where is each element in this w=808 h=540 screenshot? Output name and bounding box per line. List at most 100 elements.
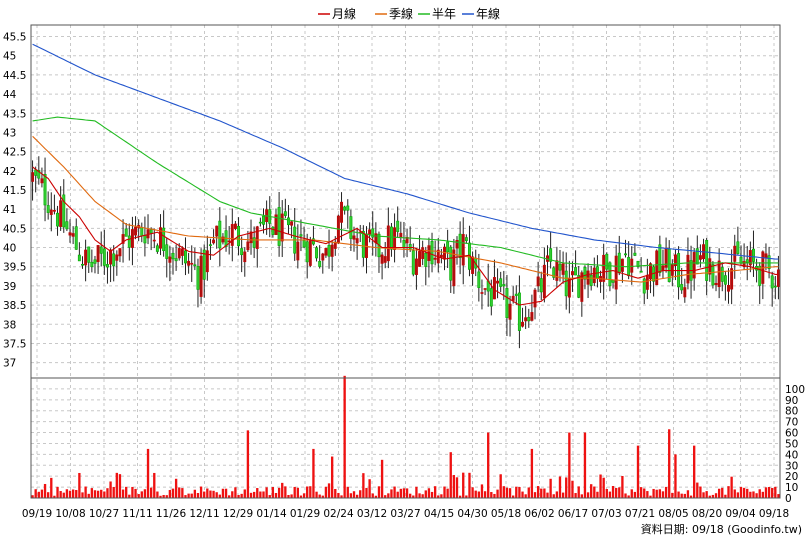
- source-label: 資料日期: 09/18 (Goodinfo.tw): [641, 522, 802, 536]
- candle-body: [411, 250, 415, 275]
- candle-body: [611, 279, 615, 283]
- volume-bar: [565, 477, 568, 498]
- candle-body: [230, 224, 234, 246]
- x-tick-label: 01/14: [256, 508, 287, 520]
- legend-label: 季線: [389, 6, 413, 21]
- candle-body: [205, 250, 209, 273]
- price-tick-label: 43.5: [3, 108, 26, 120]
- candle-body: [109, 249, 113, 265]
- candle-body: [502, 284, 506, 287]
- volume-bar: [462, 472, 465, 498]
- volume-bar: [59, 491, 62, 498]
- candle-body: [521, 321, 525, 327]
- price-tick-label: 39.5: [3, 262, 26, 274]
- volume-bar: [752, 491, 755, 498]
- candle-body: [218, 220, 222, 249]
- candle-body: [149, 229, 153, 234]
- volume-bar: [614, 487, 618, 498]
- candle-body: [489, 288, 493, 307]
- candle-body: [602, 254, 606, 282]
- x-tick-label: 10/08: [55, 508, 85, 520]
- candle-body: [227, 240, 231, 243]
- volume-bar: [593, 486, 596, 498]
- candle-body: [243, 251, 247, 263]
- volume-tick-label: 0: [785, 493, 792, 505]
- volume-bar: [424, 490, 427, 498]
- candle-body: [461, 234, 465, 266]
- volume-bar: [131, 486, 134, 498]
- volume-bar: [693, 445, 696, 498]
- candle-body: [673, 254, 677, 267]
- volume-bar: [530, 448, 534, 498]
- candle-body: [246, 241, 250, 251]
- candle-body: [121, 234, 125, 244]
- x-tick-label: 11/11: [122, 508, 152, 520]
- x-tick-label: 07/03: [591, 508, 621, 520]
- volume-bar: [340, 495, 343, 498]
- candle-body: [408, 244, 412, 250]
- candle-body: [683, 287, 687, 298]
- volume-bar: [203, 491, 206, 498]
- volume-bar: [702, 492, 705, 498]
- volume-bar: [412, 495, 415, 498]
- volume-bar: [81, 492, 84, 498]
- candle-body: [352, 235, 356, 240]
- candle-body: [614, 255, 618, 290]
- candle-body: [277, 207, 281, 246]
- candle-body: [240, 248, 244, 256]
- chart-frames: [30, 24, 781, 499]
- candle-body: [736, 241, 740, 254]
- candle-body: [249, 231, 253, 244]
- candle-body: [514, 293, 518, 296]
- volume-bar: [100, 489, 103, 498]
- candle-body: [636, 260, 640, 267]
- volume-bar: [206, 488, 209, 498]
- volume-bar: [343, 375, 346, 498]
- volume-bar: [374, 495, 378, 498]
- volume-bar: [742, 487, 746, 498]
- axis-labels: 37 37.5 38 38.5 39 39.5 40 40.5 41 41.5 42 42.5 43 43…: [3, 32, 805, 520]
- candle-body: [480, 292, 484, 294]
- volume-bar: [639, 487, 643, 498]
- candle-body: [155, 245, 159, 252]
- candle-body: [524, 317, 528, 322]
- volume-bar: [330, 456, 334, 498]
- candle-body: [46, 205, 50, 213]
- candle-body: [617, 252, 621, 274]
- price-tick-label: 37.5: [3, 338, 26, 350]
- volume-bar: [561, 492, 565, 498]
- volume-bar: [711, 494, 715, 498]
- candle-body: [430, 241, 434, 265]
- volume-bar: [608, 491, 612, 498]
- volume-bar: [184, 495, 187, 498]
- price-tick-label: 40: [3, 243, 16, 255]
- x-tick-label: 04/30: [457, 508, 487, 520]
- price-tick-label: 42.5: [3, 147, 26, 159]
- candle-body: [723, 275, 727, 285]
- candle-body: [380, 254, 384, 264]
- volume-bar: [174, 478, 178, 498]
- volume-bar: [471, 487, 474, 498]
- candle-body: [40, 178, 44, 184]
- volume-bar: [103, 491, 106, 498]
- volume-bar: [777, 494, 780, 498]
- volume-bar: [440, 494, 443, 498]
- candle-body: [180, 248, 184, 256]
- ma-line-年線: [32, 43, 779, 260]
- candle-body: [184, 250, 187, 264]
- candle-body: [159, 227, 162, 249]
- volume-bar: [590, 484, 593, 498]
- volume-bar: [409, 493, 412, 498]
- candle-body: [34, 169, 38, 176]
- volume-bar: [771, 488, 774, 498]
- volume-tick-label: 100: [785, 384, 805, 396]
- candle-body: [271, 226, 275, 235]
- volume-tick-label: 40: [785, 449, 798, 461]
- volume-bar: [252, 491, 256, 498]
- candle-body: [389, 226, 393, 250]
- volume-bar: [724, 494, 727, 498]
- volume-bar: [511, 495, 515, 498]
- volume-bar: [293, 486, 296, 498]
- price-tick-label: 41: [3, 204, 16, 216]
- volume-bar: [90, 488, 94, 498]
